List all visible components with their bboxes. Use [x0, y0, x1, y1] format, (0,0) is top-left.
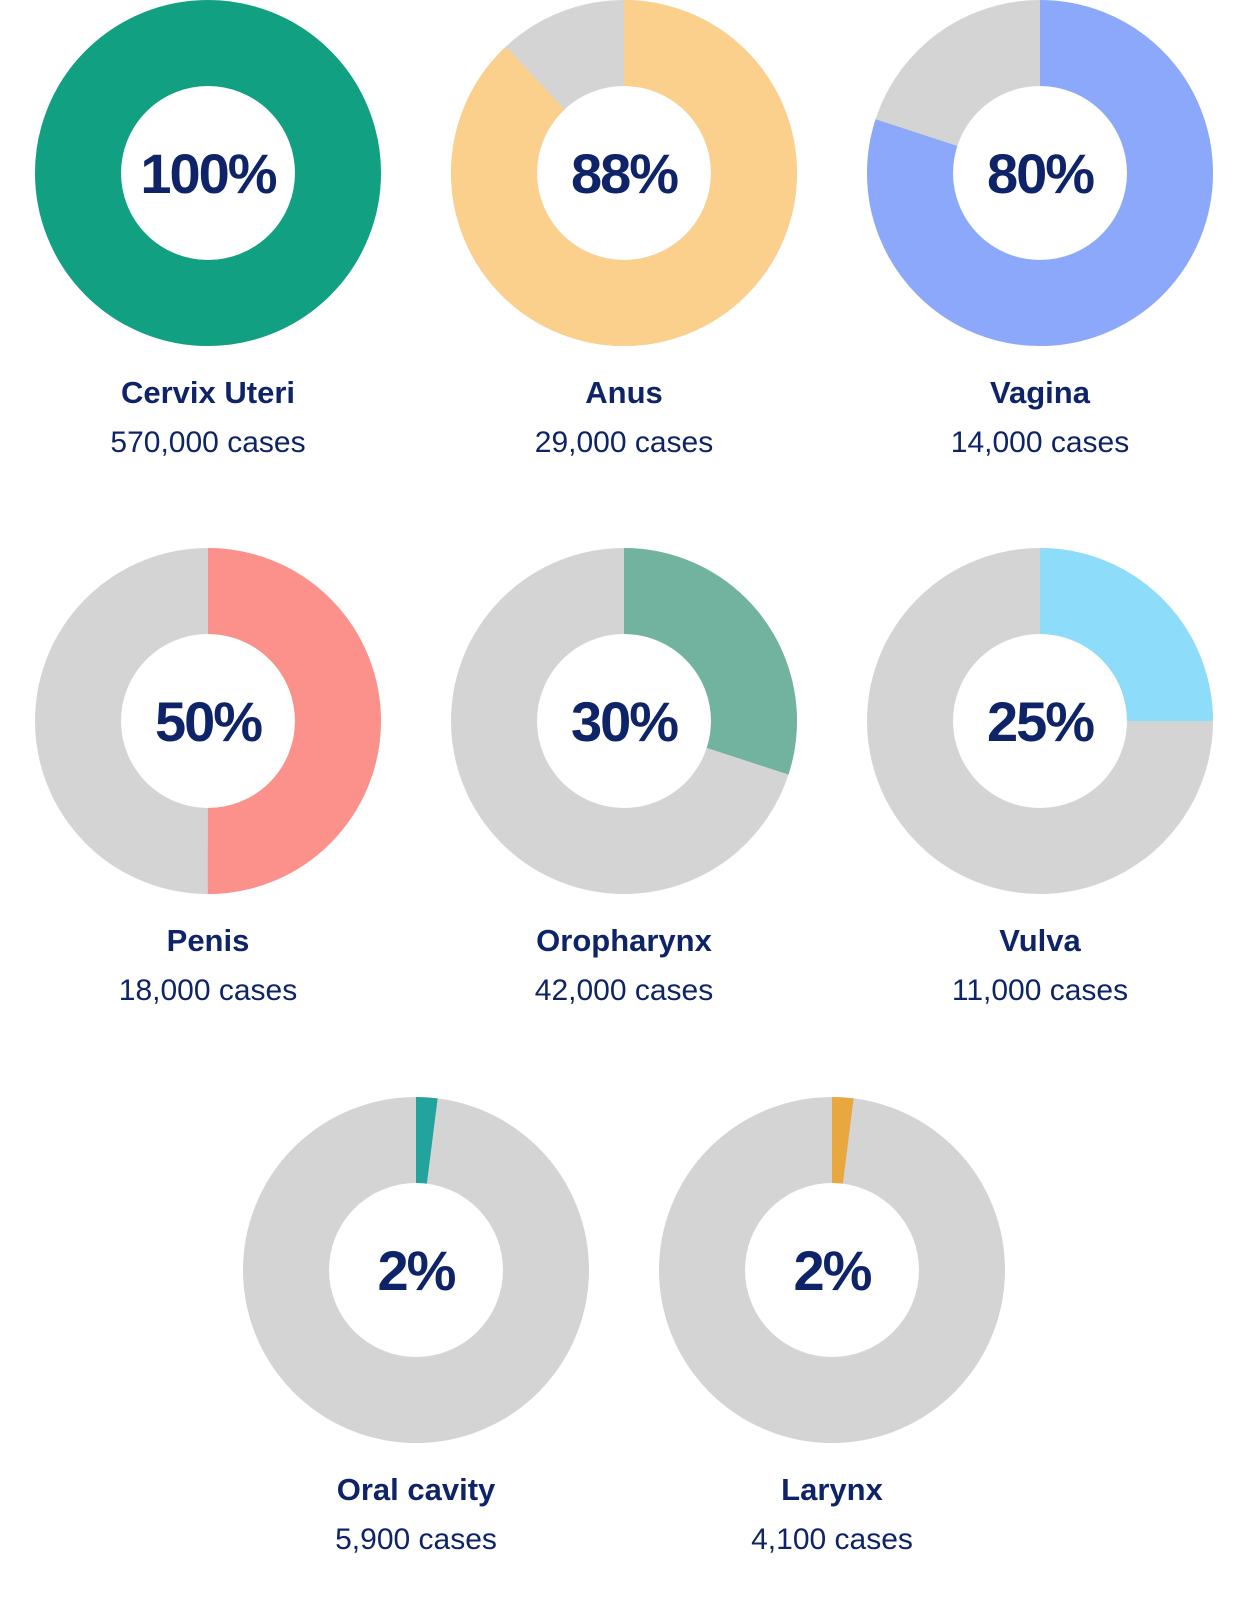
- donut-svg: [451, 548, 797, 894]
- donut-segment: [451, 0, 797, 346]
- site-name: Vagina: [990, 375, 1090, 410]
- case-count: 5,900 cases: [335, 1523, 497, 1556]
- chart-card-penis: 50% Penis 18,000 cases: [0, 548, 416, 1068]
- donut-chart: [867, 548, 1213, 894]
- site-name: Larynx: [781, 1472, 883, 1507]
- donut-segment: [35, 548, 381, 894]
- site-name: Vulva: [999, 923, 1081, 958]
- percent-label: 88%: [570, 141, 679, 205]
- case-count: 42,000 cases: [534, 974, 714, 1007]
- donut-svg: [243, 1097, 589, 1443]
- donut-chart: [659, 1097, 1005, 1443]
- chart-card-anus: 88% Anus 29,000 cases: [416, 0, 832, 520]
- donut-chart: [243, 1097, 589, 1443]
- site-name: Cervix Uteri: [120, 375, 296, 410]
- case-count: 570,000 cases: [110, 426, 306, 459]
- site-name: Oropharynx: [536, 923, 712, 958]
- donut-svg: [451, 0, 797, 346]
- case-count: 14,000 cases: [950, 426, 1130, 459]
- case-count: 29,000 cases: [534, 426, 714, 459]
- donut-chart: [35, 548, 381, 894]
- donut-svg: [35, 548, 381, 894]
- donut-segment: [35, 0, 381, 346]
- chart-card-vulva: 25% Vulva 11,000 cases: [832, 548, 1248, 1068]
- chart-card-cervix-uteri: 100% Cervix Uteri 570,000 cases: [0, 0, 416, 520]
- donut-chart: [867, 0, 1213, 346]
- donut-segment: [659, 1097, 1005, 1443]
- donut-segment: [867, 548, 1213, 894]
- case-count: 18,000 cases: [118, 974, 298, 1007]
- donut-svg: [867, 548, 1213, 894]
- donut-segment: [243, 1097, 589, 1443]
- site-name: Anus: [585, 375, 663, 410]
- percent-label: 80%: [986, 141, 1095, 205]
- percent-label: 25%: [986, 689, 1095, 753]
- chart-card-oropharynx: 30% Oropharynx 42,000 cases: [416, 548, 832, 1068]
- site-name: Penis: [166, 923, 250, 958]
- chart-card-vagina: 80% Vagina 14,000 cases: [832, 0, 1248, 520]
- case-count: 11,000 cases: [951, 974, 1129, 1007]
- donut-svg: [35, 0, 381, 346]
- case-count: 4,100 cases: [751, 1523, 913, 1556]
- percent-label: 30%: [570, 689, 679, 753]
- donut-svg: [659, 1097, 1005, 1443]
- chart-card-larynx: 2% Larynx 4,100 cases: [624, 1097, 1040, 1617]
- donut-chart: [35, 0, 381, 346]
- donut-chart: [451, 548, 797, 894]
- percent-label: 100%: [140, 141, 277, 205]
- percent-label: 2%: [377, 1238, 457, 1302]
- chart-card-oral-cavity: 2% Oral cavity 5,900 cases: [208, 1097, 624, 1617]
- percent-label: 2%: [793, 1238, 873, 1302]
- site-name: Oral cavity: [336, 1472, 496, 1507]
- donut-svg: [867, 0, 1213, 346]
- donut-segment: [867, 0, 1213, 346]
- percent-label: 50%: [154, 689, 263, 753]
- donut-segment: [451, 548, 797, 894]
- donut-chart: [451, 0, 797, 346]
